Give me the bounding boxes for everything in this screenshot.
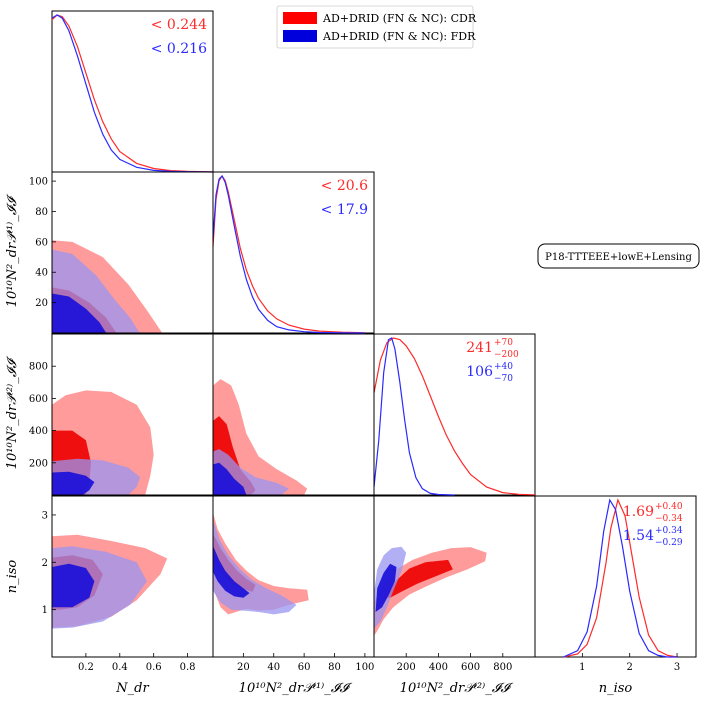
- contour-panel-n_iso_vs_P2: [373, 495, 536, 658]
- marginal-panel-1: [212, 171, 375, 334]
- x-tick-label: 40: [267, 662, 280, 673]
- constraint-cdr-minus: −0.34: [655, 514, 683, 524]
- y-tick-label: 800: [29, 362, 48, 373]
- dataset-label: P18-TTTEEE+lowE+Lensing: [545, 252, 692, 263]
- constraint-fdr-plus: +0.34: [655, 526, 683, 536]
- contour-panel-n_iso_vs_P1: [212, 495, 375, 658]
- constraint-fdr: < 0.216: [151, 41, 207, 57]
- y-tick-label: 600: [29, 394, 48, 405]
- marginal-line-fdr: [212, 174, 365, 334]
- panel-frame: [212, 333, 375, 496]
- x-tick-label: 100: [355, 662, 374, 673]
- legend-swatch-fdr: [283, 30, 317, 42]
- panel-frame: [51, 10, 214, 173]
- constraint-cdr: < 0.244: [151, 17, 207, 33]
- constraint-cdr-plus: +70: [494, 338, 513, 348]
- constraint-cdr: < 20.6: [321, 178, 368, 194]
- y-axis-label-2: 10¹⁰N²_dr𝒫⁽²⁾_𝓘𝓘: [5, 355, 20, 469]
- y-axis-label-3: n_iso: [5, 560, 20, 594]
- legend-swatch-cdr: [283, 12, 317, 24]
- constraint-fdr-mean: 106: [466, 364, 493, 380]
- x-tick-label: 0.4: [112, 662, 128, 673]
- x-tick-label: 20: [237, 662, 250, 673]
- constraint-fdr-plus: +40: [494, 362, 513, 372]
- dataset-label-box: P18-TTTEEE+lowE+Lensing: [537, 243, 700, 269]
- contour-fdr_inner: [52, 471, 95, 495]
- marginal-line-fdr: [373, 337, 455, 496]
- panel-frame: [373, 495, 536, 658]
- y-tick-label: 40: [35, 268, 48, 279]
- marginal-panel-0: [51, 10, 214, 173]
- legend: AD+DRID (FN & NC): CDR AD+DRID (FN & NC)…: [276, 5, 477, 49]
- x-tick-label: 0.2: [78, 662, 94, 673]
- y-tick-label: 80: [35, 207, 48, 218]
- y-tick-label: 2: [42, 558, 48, 569]
- contour-fdr_inner: [52, 293, 107, 333]
- contour-fdr_inner: [213, 545, 250, 598]
- marginal-line-fdr: [51, 14, 214, 173]
- marginal-panel-3: [534, 495, 697, 658]
- x-tick-label: 600: [461, 662, 480, 673]
- x-tick-label: 400: [429, 662, 448, 673]
- x-axis-label-3: n_iso: [599, 681, 633, 696]
- y-tick-label: 1: [42, 605, 48, 616]
- dataset-label-frame: [537, 243, 700, 269]
- legend-box: [276, 5, 474, 49]
- contour-fdr_inner: [213, 462, 247, 495]
- marginal-line-fdr: [563, 498, 678, 658]
- constraint-fdr-minus: −0.29: [655, 538, 683, 548]
- constraint-cdr-minus: −200: [494, 350, 519, 360]
- y-tick-label: 400: [29, 426, 48, 437]
- contour-panel-n_iso_vs_N_dr: [51, 495, 214, 658]
- x-axis-label-1: 10¹⁰N²_dr𝒫⁽¹⁾_𝓘𝓘: [239, 681, 353, 696]
- x-tick-label: 60: [298, 662, 311, 673]
- x-tick-label: 2: [627, 662, 633, 673]
- legend-label-fdr: AD+DRID (FN & NC): FDR: [322, 30, 476, 43]
- contour-fdr_outer: [213, 519, 297, 615]
- marginal-line-cdr: [212, 174, 365, 334]
- x-axis-label-0: N_dr: [115, 681, 149, 696]
- y-axis-label-1: 10¹⁰N²_dr𝒫⁽¹⁾_𝓘𝓘: [5, 193, 20, 307]
- contour-cdr_outer: [374, 547, 487, 636]
- x-tick-label: 80: [328, 662, 341, 673]
- constraint-fdr: < 17.9: [321, 202, 368, 218]
- y-tick-label: 200: [29, 458, 48, 469]
- panel-frame: [51, 171, 214, 334]
- marginal-line-cdr: [563, 498, 678, 658]
- constraint-fdr-mean: 1.54: [623, 528, 654, 544]
- panel-frame: [212, 171, 375, 334]
- x-tick-label: 0.6: [146, 662, 162, 673]
- constraint-cdr-mean: 241: [466, 340, 493, 356]
- x-tick-label: 3: [674, 662, 680, 673]
- marginal-line-cdr: [51, 14, 214, 173]
- contour-fdr_inner: [52, 563, 95, 608]
- x-tick-label: 0.8: [180, 662, 196, 673]
- y-tick-label: 20: [35, 298, 48, 309]
- contour-panel-P1_vs_N_dr: [51, 171, 214, 334]
- legend-label-cdr: AD+DRID (FN & NC): CDR: [322, 12, 477, 25]
- contour-fdr_inner: [375, 563, 397, 612]
- constraint-cdr-mean: 1.69: [623, 504, 654, 520]
- contour-panel-P2_vs_P1: [212, 333, 375, 496]
- constraint-cdr-plus: +0.40: [655, 502, 683, 512]
- x-tick-label: 1: [579, 662, 585, 673]
- y-tick-label: 100: [29, 177, 48, 188]
- contour-panel-P2_vs_N_dr: [51, 333, 214, 496]
- y-tick-label: 3: [42, 510, 48, 521]
- constraint-fdr-minus: −70: [494, 374, 513, 384]
- x-axis-label-2: 10¹⁰N²_dr𝒫⁽²⁾_𝓘𝓘: [400, 681, 514, 696]
- x-tick-label: 200: [397, 662, 416, 673]
- x-tick-label: 800: [493, 662, 512, 673]
- y-tick-label: 60: [35, 237, 48, 248]
- contour-cdr_inner: [383, 559, 453, 598]
